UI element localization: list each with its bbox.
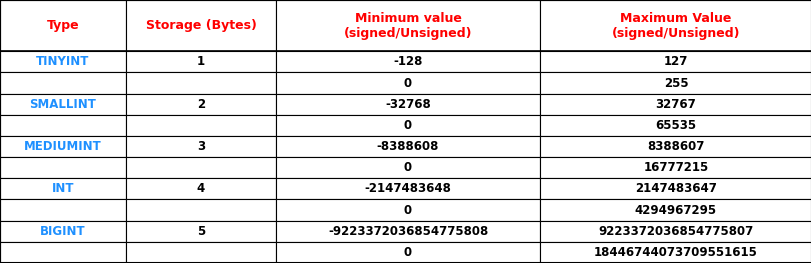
Text: 0: 0	[403, 119, 412, 132]
Text: 0: 0	[403, 246, 412, 259]
Bar	[539, 73, 811, 94]
Text: 127: 127	[663, 55, 688, 68]
Text: INT: INT	[52, 183, 74, 195]
Text: -32768: -32768	[384, 98, 431, 111]
Bar	[0, 51, 126, 73]
Bar	[276, 94, 539, 115]
Bar	[276, 200, 539, 221]
Bar	[0, 94, 126, 115]
Text: -8388608: -8388608	[376, 140, 439, 153]
Bar	[126, 136, 276, 157]
Text: 18446744073709551615: 18446744073709551615	[594, 246, 757, 259]
Bar	[276, 221, 539, 242]
Bar	[126, 51, 276, 73]
Bar	[0, 115, 126, 136]
Text: Maximum Value
(signed/Unsigned): Maximum Value (signed/Unsigned)	[611, 12, 740, 40]
Bar	[0, 178, 126, 200]
Text: 1: 1	[196, 55, 205, 68]
Bar	[0, 242, 126, 263]
Text: 2: 2	[196, 98, 205, 111]
Text: 4: 4	[196, 183, 205, 195]
Bar	[539, 200, 811, 221]
Text: 0: 0	[403, 77, 412, 89]
Bar	[0, 0, 126, 51]
Bar	[0, 157, 126, 178]
Text: 0: 0	[403, 204, 412, 216]
Bar	[276, 51, 539, 73]
Text: TINYINT: TINYINT	[36, 55, 89, 68]
Text: Storage (Bytes): Storage (Bytes)	[145, 19, 256, 32]
Bar	[539, 178, 811, 200]
Bar	[539, 115, 811, 136]
Bar	[539, 0, 811, 51]
Text: Type: Type	[46, 19, 79, 32]
Bar	[276, 73, 539, 94]
Bar	[539, 51, 811, 73]
Bar	[126, 221, 276, 242]
Bar	[126, 242, 276, 263]
Text: 9223372036854775807: 9223372036854775807	[598, 225, 753, 238]
Text: 5: 5	[196, 225, 205, 238]
Bar	[276, 136, 539, 157]
Bar	[276, 242, 539, 263]
Text: BIGINT: BIGINT	[40, 225, 86, 238]
Text: 255: 255	[663, 77, 688, 89]
Bar	[126, 200, 276, 221]
Bar	[276, 115, 539, 136]
Bar	[276, 0, 539, 51]
Bar	[539, 242, 811, 263]
Bar	[276, 178, 539, 200]
Bar	[126, 0, 276, 51]
Bar	[126, 73, 276, 94]
Text: -128: -128	[393, 55, 423, 68]
Text: Minimum value
(signed/Unsigned): Minimum value (signed/Unsigned)	[343, 12, 472, 40]
Text: -2147483648: -2147483648	[364, 183, 451, 195]
Bar	[539, 221, 811, 242]
Text: 3: 3	[196, 140, 205, 153]
Text: SMALLINT: SMALLINT	[29, 98, 97, 111]
Text: -9223372036854775808: -9223372036854775808	[328, 225, 487, 238]
Bar	[126, 115, 276, 136]
Text: MEDIUMINT: MEDIUMINT	[24, 140, 101, 153]
Bar	[0, 73, 126, 94]
Text: 32767: 32767	[654, 98, 696, 111]
Text: 8388607: 8388607	[646, 140, 704, 153]
Bar	[0, 221, 126, 242]
Bar	[539, 157, 811, 178]
Bar	[539, 94, 811, 115]
Text: 0: 0	[403, 161, 412, 174]
Bar	[126, 94, 276, 115]
Text: 4294967295: 4294967295	[634, 204, 716, 216]
Text: 2147483647: 2147483647	[634, 183, 716, 195]
Bar	[126, 178, 276, 200]
Text: 16777215: 16777215	[642, 161, 708, 174]
Bar	[126, 157, 276, 178]
Text: 65535: 65535	[654, 119, 696, 132]
Bar	[0, 136, 126, 157]
Bar	[539, 136, 811, 157]
Bar	[276, 157, 539, 178]
Bar	[0, 200, 126, 221]
